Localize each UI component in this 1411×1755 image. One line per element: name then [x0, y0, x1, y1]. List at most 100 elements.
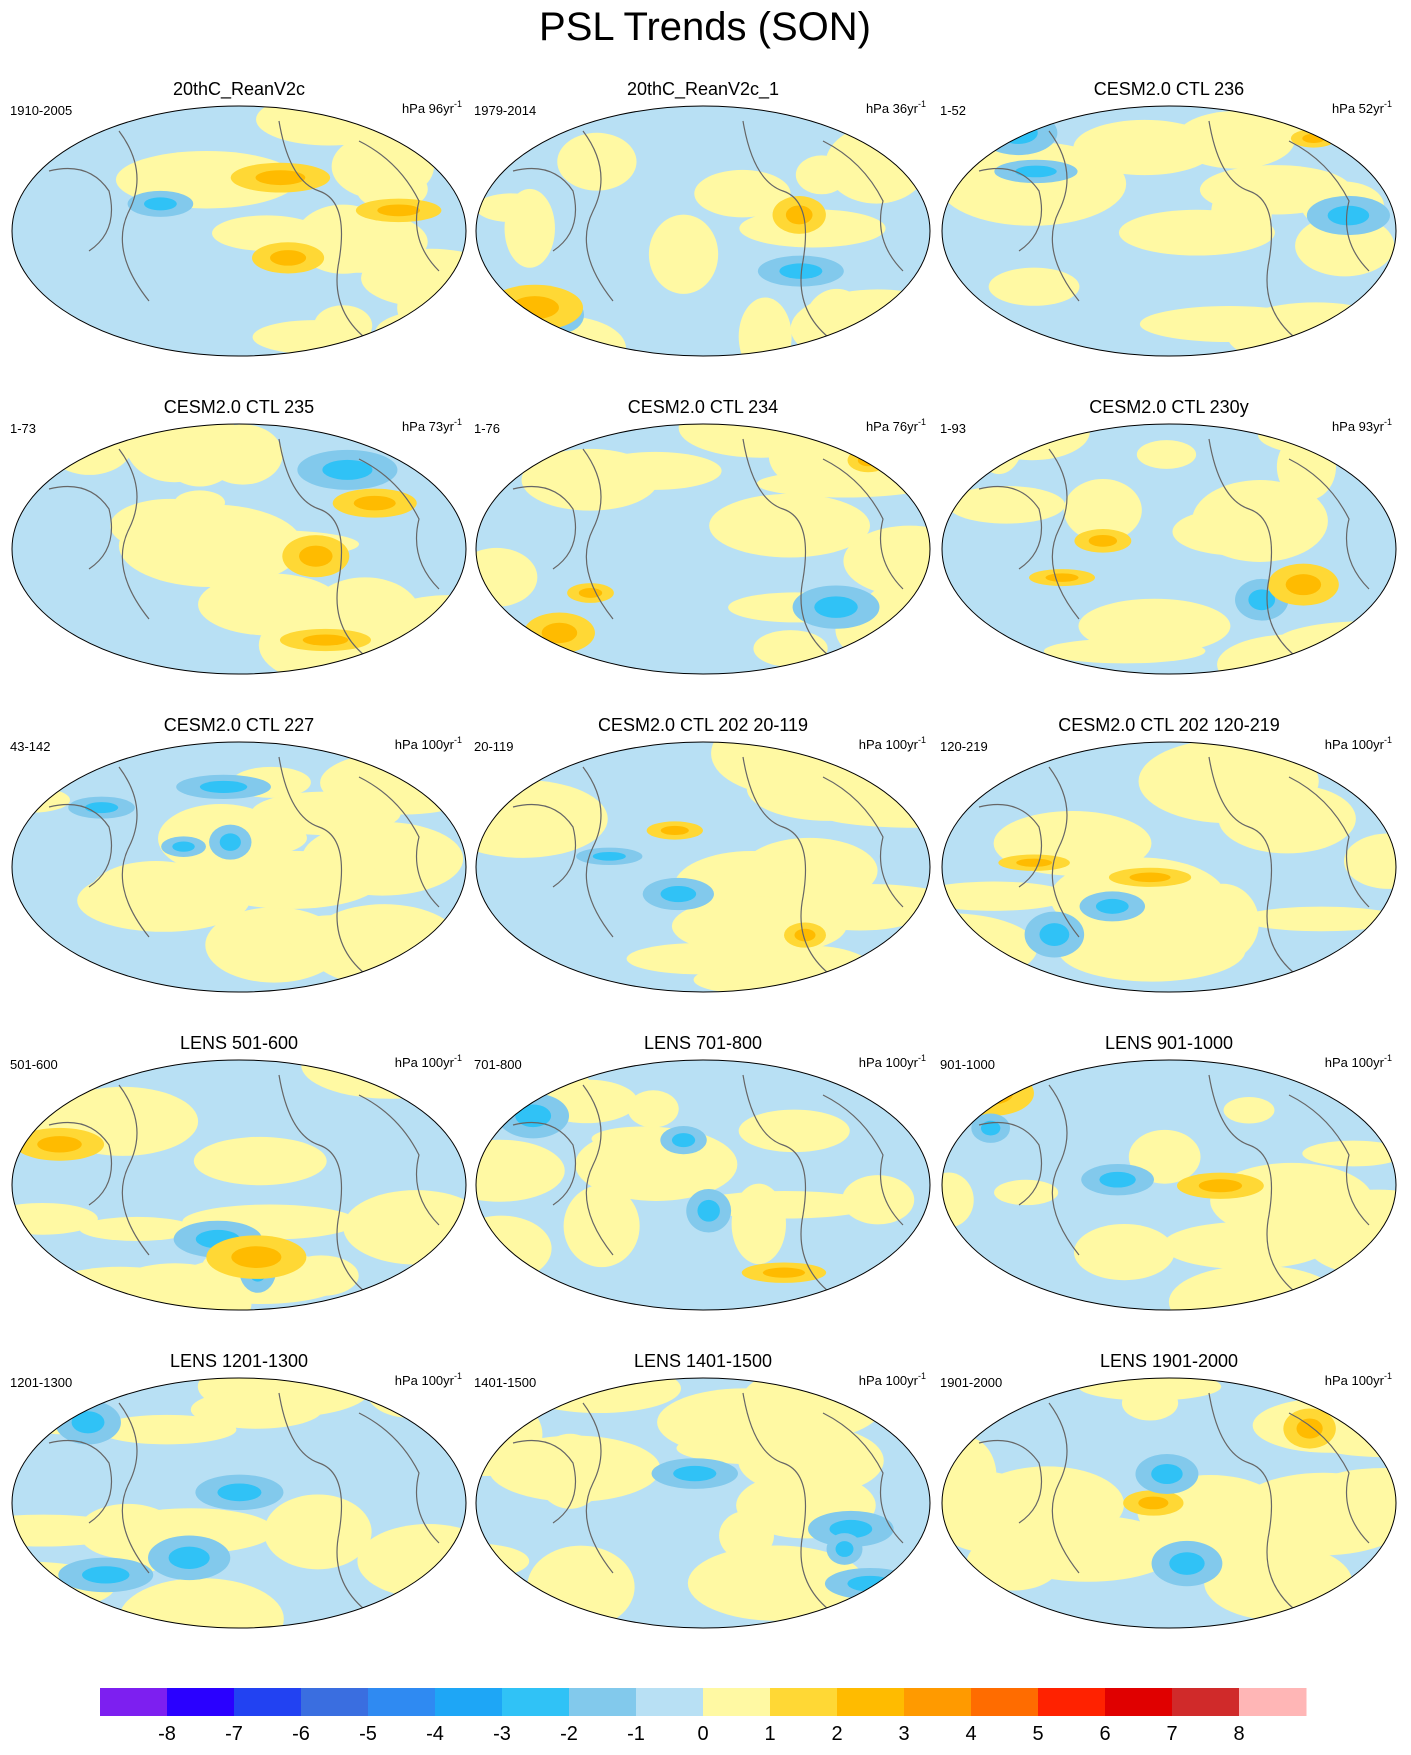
map [942, 1060, 1396, 1310]
colorbar-label: -4 [426, 1723, 444, 1745]
map [12, 742, 466, 992]
panel-period: 1901-2000 [940, 1375, 1002, 1390]
anomaly-region [660, 825, 689, 836]
anomaly-region [1240, 906, 1396, 932]
anomaly-region [1073, 119, 1217, 176]
anomaly-region [563, 1184, 640, 1268]
anomaly-region [1248, 589, 1276, 611]
coastline [978, 438, 1370, 660]
colorbar-box [703, 1688, 771, 1716]
panel-period: 20-119 [474, 739, 514, 754]
panel-units: hPa 100yr-1 [1325, 1053, 1392, 1070]
map-outline [475, 1377, 931, 1629]
colorbar-label: -1 [627, 1723, 645, 1745]
map [12, 106, 466, 356]
coastline [48, 1074, 440, 1296]
anomaly-region [988, 267, 1080, 306]
colorbar-box [368, 1688, 436, 1716]
anomaly-region [697, 1199, 720, 1222]
anomaly-region [516, 1378, 682, 1414]
map-outline [475, 105, 931, 357]
panel-title: CESM2.0 CTL 236 [1094, 79, 1244, 99]
anomaly-region [1016, 858, 1053, 867]
anomaly-region [322, 459, 373, 480]
anomaly-region [199, 780, 248, 793]
anomaly-region [1162, 1221, 1330, 1270]
panel-title: CESM2.0 CTL 230y [1089, 397, 1248, 417]
anomaly-region [521, 448, 659, 511]
anomaly-region [738, 1109, 850, 1153]
anomaly-region [118, 1578, 284, 1628]
anomaly-region [510, 296, 559, 320]
map [476, 742, 930, 992]
anomaly-region [264, 1494, 372, 1570]
panel-units: hPa 93yr-1 [1332, 417, 1392, 434]
panel-title: CESM2.0 CTL 202 120-219 [1058, 715, 1279, 735]
panel-period: 901-1000 [940, 1057, 995, 1072]
anomaly-region [541, 622, 578, 644]
panel-period: 501-600 [10, 1057, 58, 1072]
colorbar-label: 3 [898, 1723, 909, 1745]
map-outline [475, 423, 931, 675]
anomaly-region [994, 1179, 1059, 1206]
panel-units: hPa 36yr-1 [866, 99, 926, 116]
anomaly-region [1217, 634, 1367, 674]
anomaly-region [527, 1545, 635, 1628]
anomaly-region [980, 1120, 1001, 1136]
anomaly-region [627, 1090, 679, 1128]
colorbar-box [234, 1688, 302, 1716]
anomaly-region [1226, 302, 1396, 356]
panel-title: LENS 1401-1500 [634, 1351, 772, 1371]
panel-units: hPa 100yr-1 [859, 1053, 926, 1070]
colorbar-label: -3 [493, 1723, 511, 1745]
anomaly-region [217, 1483, 262, 1502]
colorbar-label: 0 [697, 1723, 708, 1745]
map [12, 424, 466, 674]
anomaly-region [947, 485, 1065, 524]
anomaly-region [374, 311, 466, 356]
panel-title: LENS 701-800 [644, 1033, 762, 1053]
anomaly-region [255, 170, 306, 186]
panel-title: LENS 901-1000 [1105, 1033, 1233, 1053]
anomaly-region [1296, 1418, 1323, 1439]
map [12, 1378, 466, 1628]
anomaly-region [365, 916, 445, 975]
anomaly-region [1045, 573, 1079, 582]
anomaly-region [974, 424, 1090, 461]
anomaly-region [476, 547, 538, 607]
panel-units: hPa 100yr-1 [395, 735, 462, 752]
map-outline [941, 1377, 1397, 1629]
panel-units: hPa 96yr-1 [402, 99, 462, 116]
anomaly-region [719, 1510, 774, 1561]
anomaly-region [711, 742, 860, 795]
map-outline [11, 423, 467, 675]
colorbar-label: -5 [359, 1723, 377, 1745]
map [476, 1378, 930, 1628]
anomaly-region [753, 630, 828, 667]
colorbar-box [167, 1688, 235, 1716]
coastline [978, 756, 1370, 978]
panel-period: 1910-2005 [10, 103, 72, 118]
anomaly-region [951, 1070, 1034, 1116]
colorbar-box [636, 1688, 704, 1716]
anomaly-region [515, 1104, 552, 1128]
anomaly-region [671, 1133, 696, 1148]
anomaly-region [998, 121, 1038, 144]
anomaly-region [835, 1541, 854, 1557]
panel-period: 1979-2014 [474, 103, 536, 118]
panel-title: CESM2.0 CTL 227 [164, 715, 314, 735]
anomaly-region [774, 883, 930, 927]
coastline [978, 1074, 1370, 1296]
anomaly-region [12, 1514, 130, 1547]
anomaly-region [12, 317, 58, 355]
map-outline [941, 423, 1397, 675]
anomaly-region [979, 110, 1058, 156]
anomaly-region [1327, 205, 1370, 226]
anomaly-region [1198, 1179, 1243, 1193]
anomaly-region [1325, 1467, 1396, 1495]
anomaly-region [1039, 923, 1070, 947]
anomaly-region [107, 1508, 276, 1554]
colorbar-label: 4 [965, 1723, 976, 1745]
colorbar-label: 5 [1032, 1723, 1043, 1745]
